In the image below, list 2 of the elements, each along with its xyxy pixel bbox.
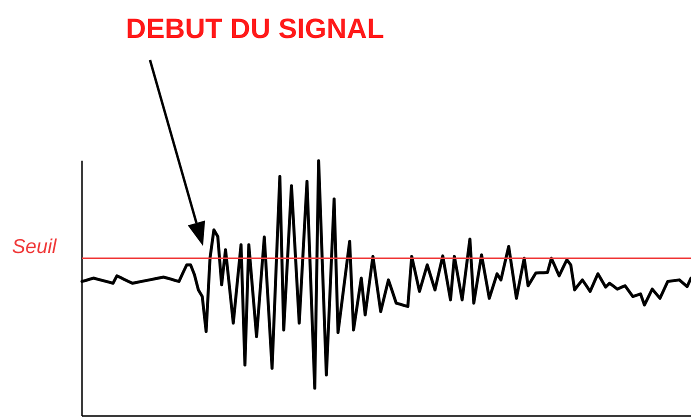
text: DEBUT DU SIGNAL <box>126 13 384 44</box>
ref-line-label: Seuil <box>12 236 58 258</box>
